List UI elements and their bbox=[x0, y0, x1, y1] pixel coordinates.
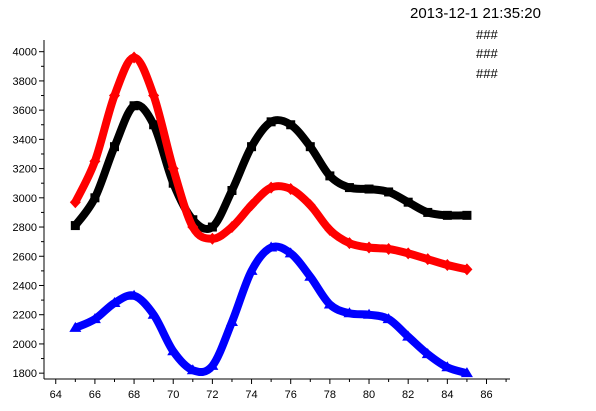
data-point bbox=[441, 361, 454, 372]
data-point bbox=[462, 210, 472, 220]
y-tick-label: 2200 bbox=[13, 310, 37, 322]
data-point bbox=[128, 51, 140, 64]
data-point bbox=[364, 184, 374, 194]
data-point bbox=[284, 247, 297, 258]
y-tick-label: 2800 bbox=[13, 222, 37, 234]
x-tick-label: 72 bbox=[206, 389, 218, 401]
data-point bbox=[344, 183, 354, 193]
x-tick-label: 80 bbox=[363, 389, 375, 401]
data-point bbox=[147, 308, 160, 319]
data-point bbox=[88, 313, 101, 324]
data-point bbox=[129, 101, 139, 111]
y-tick-label: 3800 bbox=[13, 76, 37, 88]
data-point bbox=[148, 89, 160, 102]
data-point bbox=[265, 241, 278, 252]
y-tick-label: 4000 bbox=[13, 47, 37, 59]
data-point bbox=[168, 178, 178, 188]
data-point bbox=[227, 186, 237, 196]
series-line bbox=[71, 53, 468, 274]
data-point bbox=[128, 289, 141, 300]
chart-axes: 1800 2000 2200 2400 2600 2800 3000 3200 3400 3600… bbox=[13, 40, 510, 401]
data-point bbox=[324, 223, 336, 236]
data-point bbox=[108, 297, 121, 308]
data-point bbox=[206, 359, 219, 370]
data-point bbox=[286, 120, 296, 130]
data-point bbox=[423, 207, 433, 217]
data-point bbox=[186, 364, 199, 375]
data-point bbox=[460, 367, 473, 378]
data-point bbox=[167, 345, 180, 356]
data-point bbox=[461, 263, 473, 276]
data-point bbox=[421, 348, 434, 359]
x-tick-label: 74 bbox=[245, 389, 257, 401]
data-point bbox=[363, 308, 376, 319]
x-tick-label: 86 bbox=[480, 389, 492, 401]
legend-entry-1: ### bbox=[476, 27, 498, 42]
data-point bbox=[363, 241, 375, 254]
series-2 bbox=[69, 51, 473, 276]
chart-plot-area bbox=[69, 51, 473, 378]
y-tick-label: 2400 bbox=[13, 280, 37, 292]
data-point bbox=[422, 253, 434, 266]
x-tick-label: 70 bbox=[167, 389, 179, 401]
x-tick-label: 68 bbox=[128, 389, 140, 401]
data-point bbox=[226, 221, 238, 234]
x-tick-label: 64 bbox=[50, 389, 62, 401]
data-point bbox=[304, 199, 316, 212]
legend-entry-2: ### bbox=[476, 46, 498, 61]
x-tick-label: 66 bbox=[89, 389, 101, 401]
y-tick-label: 2600 bbox=[13, 251, 37, 263]
data-point bbox=[90, 193, 100, 203]
x-tick-label: 78 bbox=[324, 389, 336, 401]
y-tick-label: 3000 bbox=[13, 193, 37, 205]
x-tick-label: 82 bbox=[402, 389, 414, 401]
y-tick-label: 1800 bbox=[13, 368, 37, 380]
data-point bbox=[304, 270, 317, 281]
data-point bbox=[69, 321, 82, 332]
data-point bbox=[70, 221, 80, 231]
series-line bbox=[73, 242, 469, 378]
data-point bbox=[225, 316, 238, 327]
data-point bbox=[403, 197, 413, 207]
legend-entry-3: ### bbox=[476, 66, 498, 81]
data-point bbox=[383, 242, 395, 255]
x-tick-label: 76 bbox=[285, 389, 297, 401]
data-point bbox=[441, 259, 453, 272]
data-point bbox=[207, 222, 217, 232]
data-point bbox=[167, 162, 179, 175]
data-point bbox=[343, 307, 356, 318]
data-point bbox=[247, 142, 257, 152]
data-point bbox=[265, 181, 277, 194]
data-point bbox=[69, 196, 81, 209]
y-tick-label: 3400 bbox=[13, 134, 37, 146]
data-point bbox=[108, 89, 120, 102]
data-point bbox=[246, 199, 258, 212]
data-point bbox=[149, 120, 159, 130]
data-point bbox=[109, 142, 119, 152]
data-point bbox=[285, 183, 297, 196]
data-point bbox=[384, 187, 394, 197]
x-tick-label: 84 bbox=[441, 389, 453, 401]
data-point bbox=[323, 298, 336, 309]
data-point bbox=[343, 237, 355, 250]
data-point bbox=[266, 117, 276, 127]
data-point bbox=[89, 155, 101, 168]
y-tick-label: 3600 bbox=[13, 105, 37, 117]
data-point bbox=[382, 313, 395, 324]
timestamp: 2013-12-1 21:35:20 bbox=[410, 5, 541, 22]
data-point bbox=[187, 221, 199, 234]
data-point bbox=[245, 264, 258, 275]
data-point bbox=[442, 210, 452, 220]
series-3 bbox=[69, 241, 473, 378]
data-point bbox=[402, 247, 414, 260]
data-point bbox=[402, 330, 415, 341]
y-tick-label: 3200 bbox=[13, 164, 37, 176]
series-1 bbox=[70, 101, 472, 233]
y-tick-label: 2000 bbox=[13, 339, 37, 351]
data-point bbox=[325, 171, 335, 181]
data-point bbox=[206, 232, 218, 245]
data-point bbox=[305, 142, 315, 152]
